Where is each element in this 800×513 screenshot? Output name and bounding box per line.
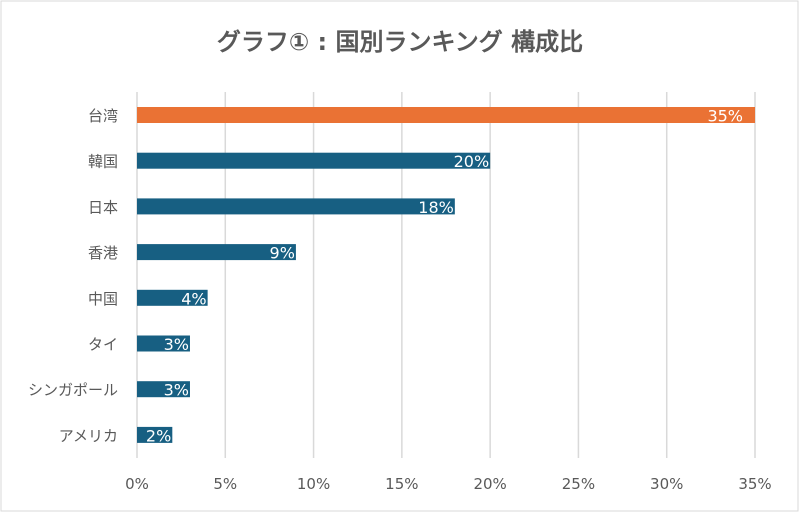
data-label: 9% bbox=[270, 244, 295, 263]
data-label: 35% bbox=[707, 107, 743, 126]
bar-6 bbox=[137, 381, 190, 398]
category-label: シンガポール bbox=[28, 381, 118, 399]
bar-1 bbox=[137, 152, 491, 169]
category-label: 韓国 bbox=[88, 153, 118, 171]
x-tick-label: 30% bbox=[650, 475, 683, 493]
data-label: 4% bbox=[181, 289, 206, 308]
data-label: 3% bbox=[164, 381, 189, 400]
category-label: アメリカ bbox=[59, 427, 118, 445]
x-tick-label: 20% bbox=[473, 475, 506, 493]
bar-5 bbox=[137, 335, 190, 352]
x-tick-label: 5% bbox=[213, 475, 237, 493]
bar-2 bbox=[137, 198, 455, 215]
bar-4 bbox=[137, 289, 208, 306]
data-label: 20% bbox=[454, 152, 490, 171]
x-tick-label: 25% bbox=[562, 475, 595, 493]
bar-3 bbox=[137, 244, 296, 261]
chart-title: グラフ① : 国別ランキング 構成比 bbox=[217, 28, 583, 56]
data-label: 3% bbox=[164, 335, 189, 354]
x-tick-label: 0% bbox=[125, 475, 149, 493]
category-label: 中国 bbox=[88, 290, 118, 308]
category-label: タイ bbox=[88, 336, 118, 354]
data-label: 2% bbox=[146, 426, 171, 445]
bar-0 bbox=[137, 107, 755, 123]
bar-7 bbox=[137, 426, 173, 443]
data-label: 18% bbox=[418, 198, 454, 217]
category-label: 日本 bbox=[88, 198, 118, 216]
category-label: 香港 bbox=[88, 244, 118, 262]
x-tick-label: 35% bbox=[738, 475, 771, 493]
category-label: 台湾 bbox=[88, 107, 118, 125]
x-tick-label: 15% bbox=[385, 475, 418, 493]
x-tick-label: 10% bbox=[297, 475, 330, 493]
